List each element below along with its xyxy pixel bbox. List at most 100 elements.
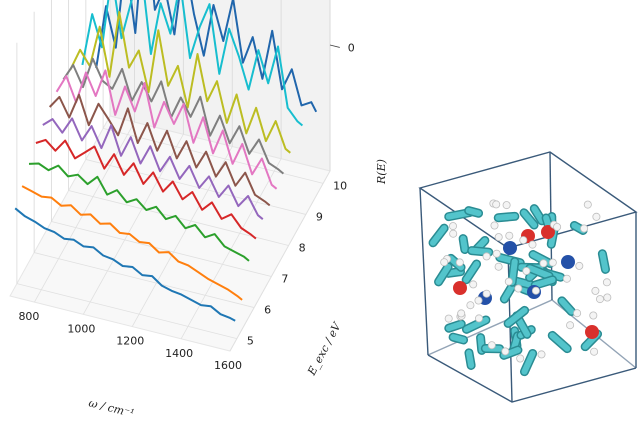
hydrogen-atom [528,240,537,249]
floor-grid-x [34,121,135,303]
bond [445,320,465,332]
z-tick-label: 0 [348,41,355,54]
bond [445,268,464,277]
x-tick-label: 1600 [214,359,242,372]
bond [495,213,518,221]
y-tick-label: 10 [333,179,347,192]
hydrogen-atom [603,293,612,302]
hydrogen-atom [504,277,513,286]
hydrogen-atom [455,258,464,267]
hydrogen-atom [602,278,611,287]
hydrogen-atom [562,274,571,283]
bond [521,350,536,375]
hydrogen-atom [482,289,491,298]
hydrogen-atom [469,280,478,289]
bond [501,284,515,303]
bond [532,276,556,289]
hydrogen-atom [474,314,483,323]
y-tick-label: 5 [247,335,254,348]
y-tick-label: 7 [281,273,288,286]
bond [526,265,553,279]
hydrogen-atom [553,222,562,231]
bond [465,207,482,217]
hydrogen-atom [487,341,496,350]
bond [558,297,575,315]
series-line-E7.7 [62,57,285,175]
x-tick-label: 1200 [116,335,144,348]
bond [531,205,545,224]
hydrogen-atom [448,222,457,231]
floor-grid-y [16,283,237,339]
x-tick-label: 1400 [165,347,193,360]
bond [430,225,448,246]
series-line-E7.3 [55,69,278,190]
hydrogen-atom [466,301,475,310]
series-lines [14,0,318,322]
hydrogen-atom [575,261,584,270]
floor-grid-x [229,170,331,352]
series-line-E6.1 [35,138,257,240]
hydrogen-atom [596,295,605,304]
hydrogen-atom [449,229,458,238]
molecule-atoms [428,199,612,377]
hydrogen-atom [502,201,511,210]
hydrogen-atom [492,200,501,209]
bond [599,250,609,273]
series-line-E6.9 [48,93,271,207]
bond [463,316,489,333]
hydrogen-atom [583,200,592,209]
hydrogen-atom [457,309,466,318]
hydrogen-atom [590,347,599,356]
series-line-E6.5 [42,117,264,220]
hydrogen-atom [531,286,540,295]
y-tick-label: 9 [316,210,323,223]
hydrogen-atom [494,233,503,242]
hydrogen-atom [516,354,525,363]
hydrogen-atom [514,284,523,293]
tick-labels: 0 800 1000 1200 1400 1600 5 6 7 8 9 10 [18,41,354,372]
hydrogen-atom [566,321,575,330]
heteroatom [541,225,555,239]
bond [468,247,492,256]
heteroatom [503,241,517,255]
series-line-E5.3 [21,185,243,301]
hydrogen-atom [519,236,528,245]
hydrogen-atom [482,252,491,261]
bond [505,307,528,327]
hydrogen-atom [490,221,499,230]
bond [463,261,480,283]
heteroatom [453,281,467,295]
series-line-E8.8 [81,0,304,127]
series-line-E8.1 [69,11,291,154]
hydrogen-atom [522,266,531,275]
hydrogen-atom [589,311,598,320]
hydrogen-atom [474,296,483,305]
bond [460,235,468,253]
bond [549,332,571,352]
z-axis-label: R(E) [375,159,388,185]
y-tick-label: 6 [264,304,271,317]
floor-grid-x [82,134,184,315]
bond [509,258,518,286]
floor-grid-y [51,221,272,277]
hydrogen-atom [444,314,453,323]
z-tick-mark [329,44,340,48]
hydrogen-atom [592,212,601,221]
bond [450,334,467,343]
hydrogen-atom [580,224,589,233]
bond [435,263,452,285]
hydrogen-atom [440,258,449,267]
bond [520,209,538,229]
hydrogen-atom [539,259,548,268]
bond [465,349,475,369]
x-tick-label: 800 [18,310,39,323]
y-tick-label: 8 [299,241,306,254]
hydrogen-atom [505,231,514,240]
hydrogen-atom [591,286,600,295]
hydrogen-atom [537,350,546,359]
hydrogen-atom [573,309,582,318]
hydrogen-atom [501,347,510,356]
